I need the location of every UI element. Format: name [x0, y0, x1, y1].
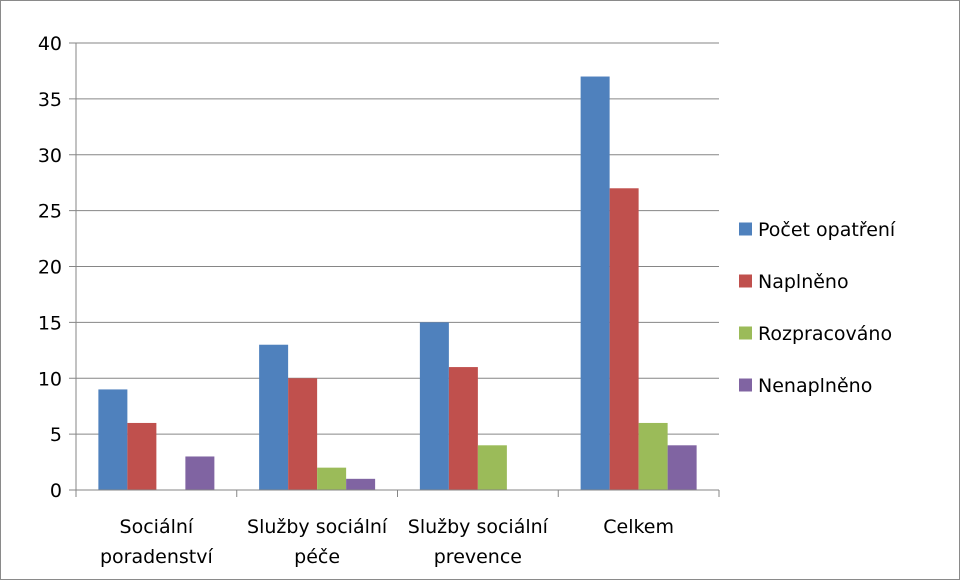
y-tick-label: 15	[38, 312, 62, 334]
legend-label: Nenaplněno	[758, 375, 872, 397]
y-tick-label: 30	[38, 145, 62, 167]
y-tick-label: 40	[38, 33, 62, 55]
legend-swatch	[739, 378, 752, 392]
bar	[346, 478, 376, 490]
legend-label: Naplněno	[758, 271, 849, 293]
bar	[638, 422, 668, 490]
legend-swatch	[739, 222, 752, 236]
y-tick-label: 5	[50, 424, 62, 446]
legend: Počet opatření Naplněno Rozpracováno Nenapl…	[739, 219, 896, 397]
legend-swatch	[739, 274, 752, 288]
bar	[185, 456, 215, 490]
y-tick-label: 35	[38, 89, 62, 111]
y-axis-tick-labels: 0 5 10 15 20 25 30 35 40	[38, 33, 62, 502]
legend-swatch	[739, 326, 752, 340]
y-tick-label: 20	[38, 257, 62, 279]
bar	[127, 422, 157, 490]
bar	[419, 322, 449, 490]
x-category-label: Služby sociální prevence	[408, 516, 549, 568]
bar	[288, 378, 318, 490]
bar	[580, 76, 610, 491]
bar	[98, 389, 128, 490]
x-category-label: Služby sociální péče	[247, 516, 388, 568]
x-category-label: Celkem	[603, 516, 674, 538]
y-tick-label: 25	[38, 201, 62, 223]
axes	[69, 42, 720, 497]
y-tick-label: 10	[38, 368, 62, 390]
legend-label: Rozpracováno	[758, 323, 892, 345]
x-category-label: Sociální poradenství	[100, 516, 214, 568]
bars	[98, 76, 697, 491]
y-tick-label: 0	[50, 480, 62, 502]
bar	[317, 467, 347, 490]
bar	[477, 445, 507, 490]
legend-label: Počet opatření	[758, 219, 896, 241]
bar	[609, 188, 639, 490]
x-axis-category-labels: Sociální poradenství Služby sociální péče Sl…	[100, 516, 674, 568]
bar	[667, 445, 697, 490]
bar	[259, 344, 289, 490]
bar	[448, 367, 478, 490]
gridlines	[76, 42, 719, 435]
